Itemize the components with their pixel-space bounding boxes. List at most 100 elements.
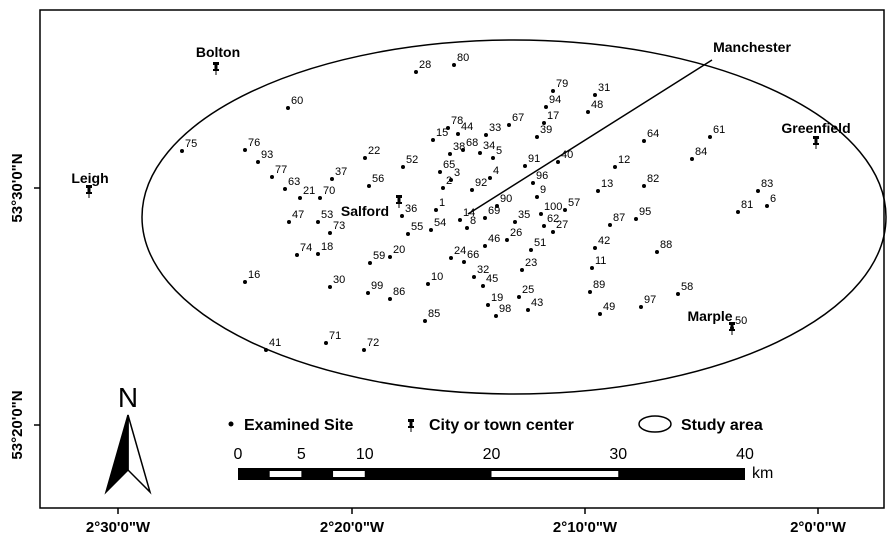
site-dot xyxy=(458,218,462,222)
site-label: 62 xyxy=(547,213,559,225)
site-dot xyxy=(431,138,435,142)
site-dot xyxy=(529,248,533,252)
site-label: 31 xyxy=(598,82,610,94)
site-label: 91 xyxy=(528,153,540,165)
site-label: 6 xyxy=(770,193,776,205)
site-dot xyxy=(736,210,740,214)
site-dot xyxy=(593,93,597,97)
site-dot xyxy=(563,208,567,212)
site-dot xyxy=(556,160,560,164)
city-marker xyxy=(213,62,219,75)
site-dot xyxy=(256,160,260,164)
site-label: 34 xyxy=(483,140,495,152)
site-dot xyxy=(484,133,488,137)
site-dot xyxy=(295,253,299,257)
site-dot xyxy=(639,305,643,309)
city-label: Leigh xyxy=(71,170,108,186)
site-dot xyxy=(426,282,430,286)
site-dot xyxy=(634,217,638,221)
site-dot xyxy=(535,195,539,199)
site-dot xyxy=(526,308,530,312)
site-dot xyxy=(362,348,366,352)
site-label: 3 xyxy=(454,167,460,179)
site-dot xyxy=(542,224,546,228)
site-dot xyxy=(283,187,287,191)
site-label: 73 xyxy=(333,220,345,232)
site-label: 100 xyxy=(544,201,562,213)
city-label: Salford xyxy=(341,203,389,219)
site-label: 81 xyxy=(741,199,753,211)
site-label: 9 xyxy=(540,184,546,196)
site-dot xyxy=(316,220,320,224)
site-label: 21 xyxy=(303,185,315,197)
site-label: 26 xyxy=(510,227,522,239)
site-dot xyxy=(708,135,712,139)
site-dot xyxy=(598,312,602,316)
site-dot xyxy=(368,261,372,265)
x-axis-label: 2°10'0"W xyxy=(553,519,618,536)
site-dot xyxy=(434,208,438,212)
site-dot xyxy=(507,123,511,127)
site-label: 52 xyxy=(406,154,418,166)
site-label: 65 xyxy=(443,159,455,171)
site-label: 95 xyxy=(639,206,651,218)
legend-label: Study area xyxy=(681,417,763,434)
site-label: 36 xyxy=(405,203,417,215)
site-label: 99 xyxy=(371,280,383,292)
site-dot xyxy=(588,290,592,294)
site-dot xyxy=(448,152,452,156)
site-label: 35 xyxy=(518,209,530,221)
site-label: 78 xyxy=(451,115,463,127)
site-dot xyxy=(486,303,490,307)
site-label: 98 xyxy=(499,303,511,315)
site-dot xyxy=(613,165,617,169)
site-label: 12 xyxy=(618,154,630,166)
scale-tick-label: 30 xyxy=(609,446,627,463)
city-label: Manchester xyxy=(713,39,791,55)
site-dot xyxy=(243,280,247,284)
site-label: 75 xyxy=(185,138,197,150)
site-label: 15 xyxy=(436,127,448,139)
site-dot xyxy=(316,252,320,256)
site-label: 89 xyxy=(593,279,605,291)
site-dot xyxy=(452,63,456,67)
city-marker xyxy=(86,185,92,198)
site-label: 60 xyxy=(291,95,303,107)
site-label: 71 xyxy=(329,330,341,342)
site-label: 13 xyxy=(601,178,613,190)
site-label: 23 xyxy=(525,257,537,269)
site-label: 55 xyxy=(411,221,423,233)
x-axis-label: 2°30'0"W xyxy=(86,519,151,536)
site-label: 47 xyxy=(292,209,304,221)
scale-tick-label: 20 xyxy=(483,446,501,463)
site-label: 72 xyxy=(367,337,379,349)
site-label: 10 xyxy=(431,271,443,283)
city-label: Bolton xyxy=(196,44,240,60)
site-label: 90 xyxy=(500,193,512,205)
site-label: 17 xyxy=(547,110,559,122)
site-label: 25 xyxy=(522,284,534,296)
scale-tick-label: 0 xyxy=(234,446,243,463)
site-dot xyxy=(655,250,659,254)
site-dot xyxy=(472,275,476,279)
city-label: Greenfield xyxy=(781,120,850,136)
site-label: 19 xyxy=(491,292,503,304)
site-label: 41 xyxy=(269,337,281,349)
site-dot xyxy=(462,260,466,264)
site-label: 39 xyxy=(540,124,552,136)
site-dot xyxy=(513,220,517,224)
site-dot xyxy=(318,196,322,200)
site-label: 79 xyxy=(556,78,568,90)
site-label: 69 xyxy=(488,205,500,217)
site-label: 56 xyxy=(372,173,384,185)
site-label: 63 xyxy=(288,176,300,188)
site-label: 46 xyxy=(488,233,500,245)
study-area xyxy=(141,39,887,395)
site-label: 74 xyxy=(300,242,312,254)
site-label: 44 xyxy=(461,121,473,133)
site-label: 80 xyxy=(457,52,469,64)
site-label: 59 xyxy=(373,250,385,262)
site-dot xyxy=(287,220,291,224)
scale-tick-label: 40 xyxy=(736,446,754,463)
site-dot xyxy=(461,148,465,152)
